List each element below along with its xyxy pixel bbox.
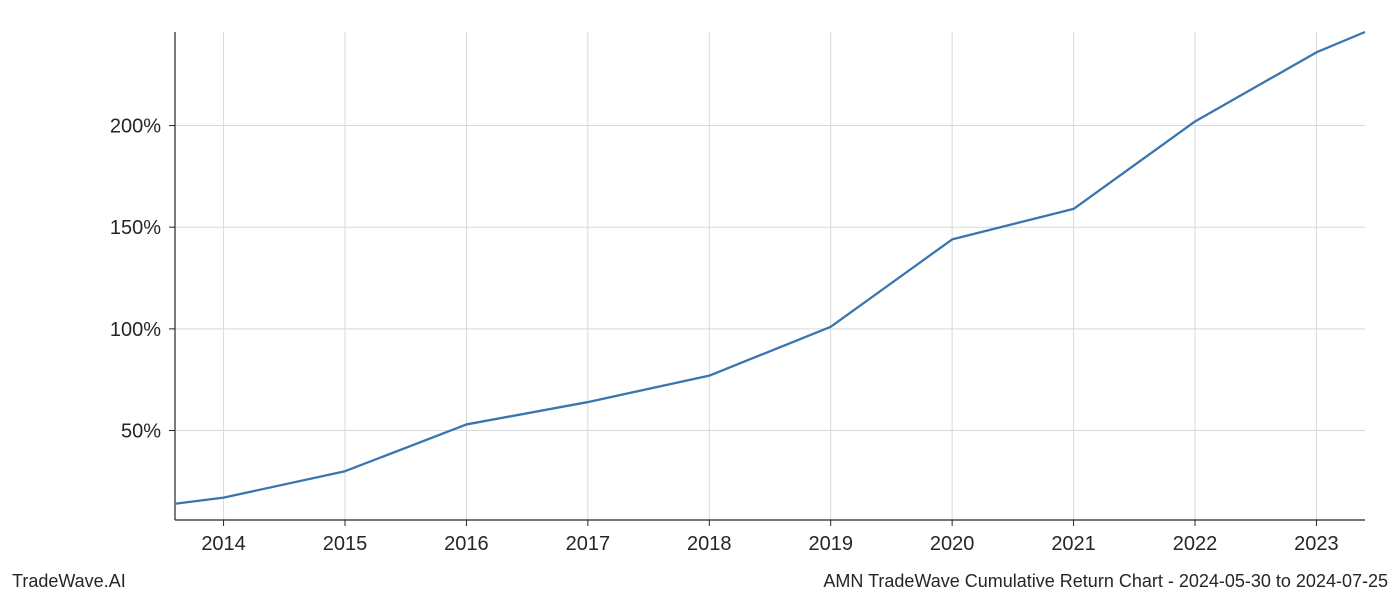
footer-brand: TradeWave.AI [12, 571, 126, 592]
x-tick-label: 2016 [444, 533, 489, 555]
x-tick-label: 2021 [1051, 533, 1096, 555]
chart-svg: 2014 2015 2016 2017 2018 2019 2020 2021 2022 2023… [0, 0, 1400, 600]
x-tick-label: 2015 [323, 533, 368, 555]
cumulative-return-chart: 2014 2015 2016 2017 2018 2019 2020 2021 2022 2023… [0, 0, 1400, 600]
y-tick-label: 100% [110, 319, 161, 341]
x-tick-label: 2014 [201, 533, 246, 555]
y-tick-label: 200% [110, 116, 161, 138]
x-tick-label: 2018 [687, 533, 732, 555]
x-tick-label: 2022 [1173, 533, 1218, 555]
y-tick-label: 50% [121, 421, 161, 443]
chart-footer: TradeWave.AI AMN TradeWave Cumulative Re… [0, 571, 1400, 592]
footer-caption: AMN TradeWave Cumulative Return Chart - … [823, 571, 1388, 592]
x-tick-label: 2023 [1294, 533, 1339, 555]
x-tick-label: 2017 [566, 533, 611, 555]
x-tick-label: 2019 [808, 533, 853, 555]
x-tick-label: 2020 [930, 533, 975, 555]
y-tick-label: 150% [110, 217, 161, 239]
